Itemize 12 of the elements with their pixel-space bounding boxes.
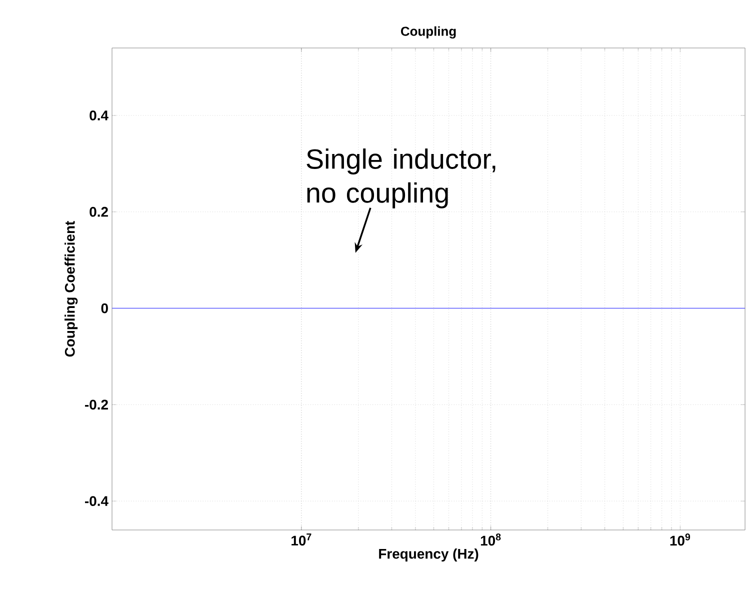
x-tick-label: 10$^{7}$ [292,534,312,546]
x-tick-label: 10$^{8}$ [480,534,501,546]
y-tick-label: 0.4 [90,110,108,120]
chart-title: Coupling [401,26,456,38]
annotation: Single inductor, no coupling [306,148,496,208]
x-tick-label: 10$^{9}$ [670,534,690,546]
y-tick-label: -0.2 [85,400,108,410]
x-axis-title: Frequency (Hz) [379,548,478,562]
y-axis-title: Coupling Coefficient [64,220,78,357]
y-tick-label: -0.4 [85,496,108,506]
y-tick-label: 0.2 [90,206,108,217]
y-tick-label: 0 [101,303,108,314]
